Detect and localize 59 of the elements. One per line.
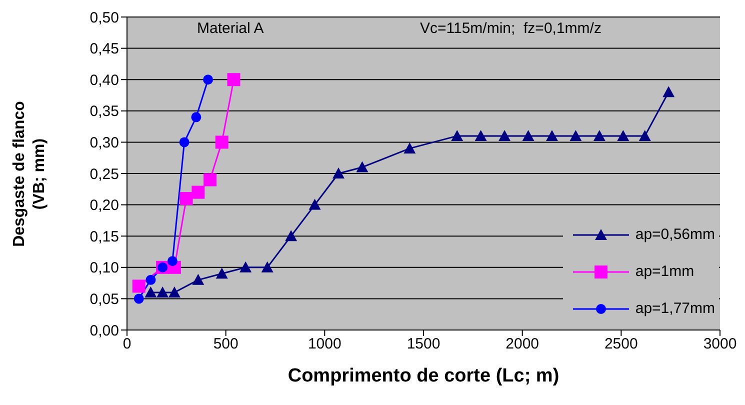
- point: [662, 86, 675, 98]
- point: [451, 130, 464, 141]
- point: [168, 286, 180, 298]
- y-tick-label: 0,45: [90, 40, 119, 58]
- point: [546, 130, 558, 141]
- x-tick-label: 1500: [406, 336, 440, 353]
- point: [156, 286, 169, 298]
- x-tick-label: 0: [122, 336, 132, 353]
- point: [144, 286, 157, 298]
- y-tick-label: 0,50: [90, 9, 119, 26]
- point: [240, 261, 252, 272]
- point: [146, 274, 156, 285]
- y-tick-label: 0,40: [90, 72, 119, 89]
- y-tick-label: 0,05: [90, 291, 119, 308]
- point: [474, 130, 487, 141]
- point: [203, 74, 214, 85]
- point: [227, 73, 240, 86]
- point: [132, 280, 146, 293]
- point: [498, 130, 511, 141]
- point: [285, 230, 298, 242]
- point: [134, 294, 144, 304]
- legend-label: ap=1,77mm: [635, 300, 715, 317]
- point: [167, 256, 178, 266]
- point: [356, 161, 368, 172]
- x-tick-label: 1000: [308, 336, 342, 353]
- point: [192, 186, 205, 199]
- point: [216, 268, 228, 279]
- point: [332, 168, 345, 178]
- x-tick-label: 2000: [506, 336, 540, 353]
- point: [593, 130, 606, 141]
- point: [570, 130, 582, 141]
- x-tick-label: 2500: [604, 336, 638, 353]
- point: [215, 136, 228, 149]
- legend-label: ap=0,56mm: [635, 226, 715, 243]
- point: [204, 173, 217, 186]
- point: [191, 112, 202, 122]
- legend-label: ap=1mm: [635, 263, 694, 280]
- y-tick-label: 0,20: [90, 197, 119, 214]
- point: [308, 198, 321, 210]
- point: [180, 192, 193, 206]
- y-tick-label: 0,15: [90, 228, 119, 246]
- point: [617, 130, 630, 141]
- point: [261, 261, 274, 272]
- y-tick-label: 0,10: [90, 260, 119, 277]
- y-tick-label: 0,35: [90, 103, 119, 120]
- y-axis-title: Desgaste de flanco (VB; mm): [10, 100, 49, 248]
- annotation: Material A: [197, 20, 264, 37]
- x-tick-label: 500: [213, 336, 238, 353]
- point: [192, 274, 204, 285]
- point: [404, 142, 416, 154]
- point: [522, 130, 534, 141]
- point: [179, 137, 190, 148]
- y-tick-label: 0,25: [90, 166, 119, 183]
- y-tick-label: 0,00: [90, 322, 119, 340]
- y-tick-label: 0,30: [90, 134, 119, 152]
- x-axis-title: Comprimento de corte (Lc; m): [288, 365, 560, 386]
- annotation: Vc=115m/min; fz=0,1mm/z: [420, 20, 602, 37]
- x-tick-label: 3000: [703, 336, 737, 353]
- point: [638, 130, 651, 141]
